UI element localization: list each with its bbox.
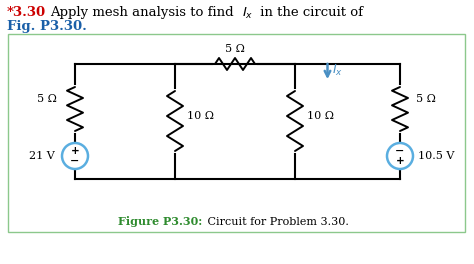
Text: +: + — [71, 146, 79, 156]
Text: 21 V: 21 V — [29, 151, 55, 161]
Text: $I_x$: $I_x$ — [332, 63, 344, 78]
Text: *3.30: *3.30 — [7, 6, 46, 19]
Bar — [8, 34, 465, 232]
Text: 10 Ω: 10 Ω — [187, 111, 214, 121]
Text: 10.5 V: 10.5 V — [418, 151, 455, 161]
Text: −: − — [70, 156, 80, 166]
Text: Apply mesh analysis to find: Apply mesh analysis to find — [50, 6, 238, 19]
Text: +: + — [396, 156, 404, 166]
Text: −: − — [395, 146, 405, 156]
Text: Figure P3.30:: Figure P3.30: — [118, 216, 202, 227]
Text: Fig. P3.30.: Fig. P3.30. — [7, 20, 87, 33]
Text: 5 Ω: 5 Ω — [416, 94, 436, 104]
Text: 5 Ω: 5 Ω — [225, 44, 245, 54]
Text: $I_x$: $I_x$ — [242, 6, 254, 21]
Text: Circuit for Problem 3.30.: Circuit for Problem 3.30. — [204, 217, 349, 227]
Text: 10 Ω: 10 Ω — [307, 111, 334, 121]
Text: in the circuit of: in the circuit of — [256, 6, 363, 19]
Text: 5 Ω: 5 Ω — [37, 94, 57, 104]
